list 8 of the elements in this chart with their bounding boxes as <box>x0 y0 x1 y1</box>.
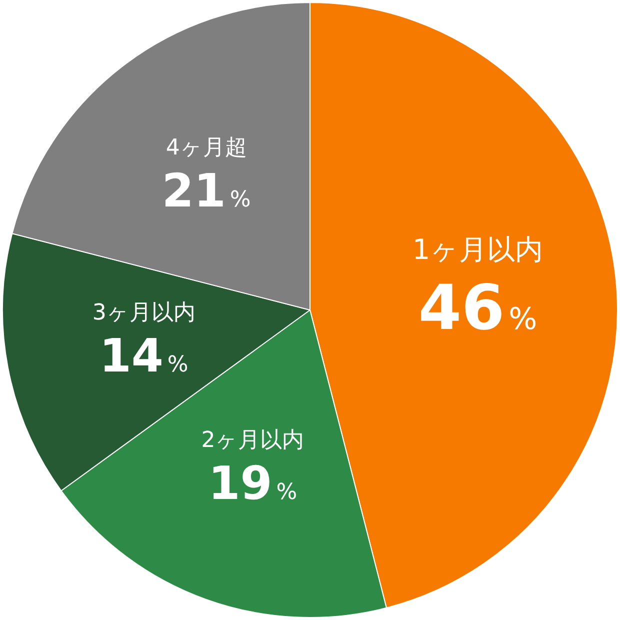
slice-label: 1ヶ月以内 <box>412 232 544 266</box>
data-label: 19% <box>208 456 298 510</box>
data-label: 46% <box>418 270 538 344</box>
slice-label: 3ヶ月以内 <box>92 300 196 326</box>
slice-label: 4ヶ月超 <box>166 135 247 160</box>
slice-label: 2ヶ月以内 <box>201 428 304 454</box>
data-label: 14% <box>99 328 188 383</box>
data-label: 21% <box>162 163 251 218</box>
